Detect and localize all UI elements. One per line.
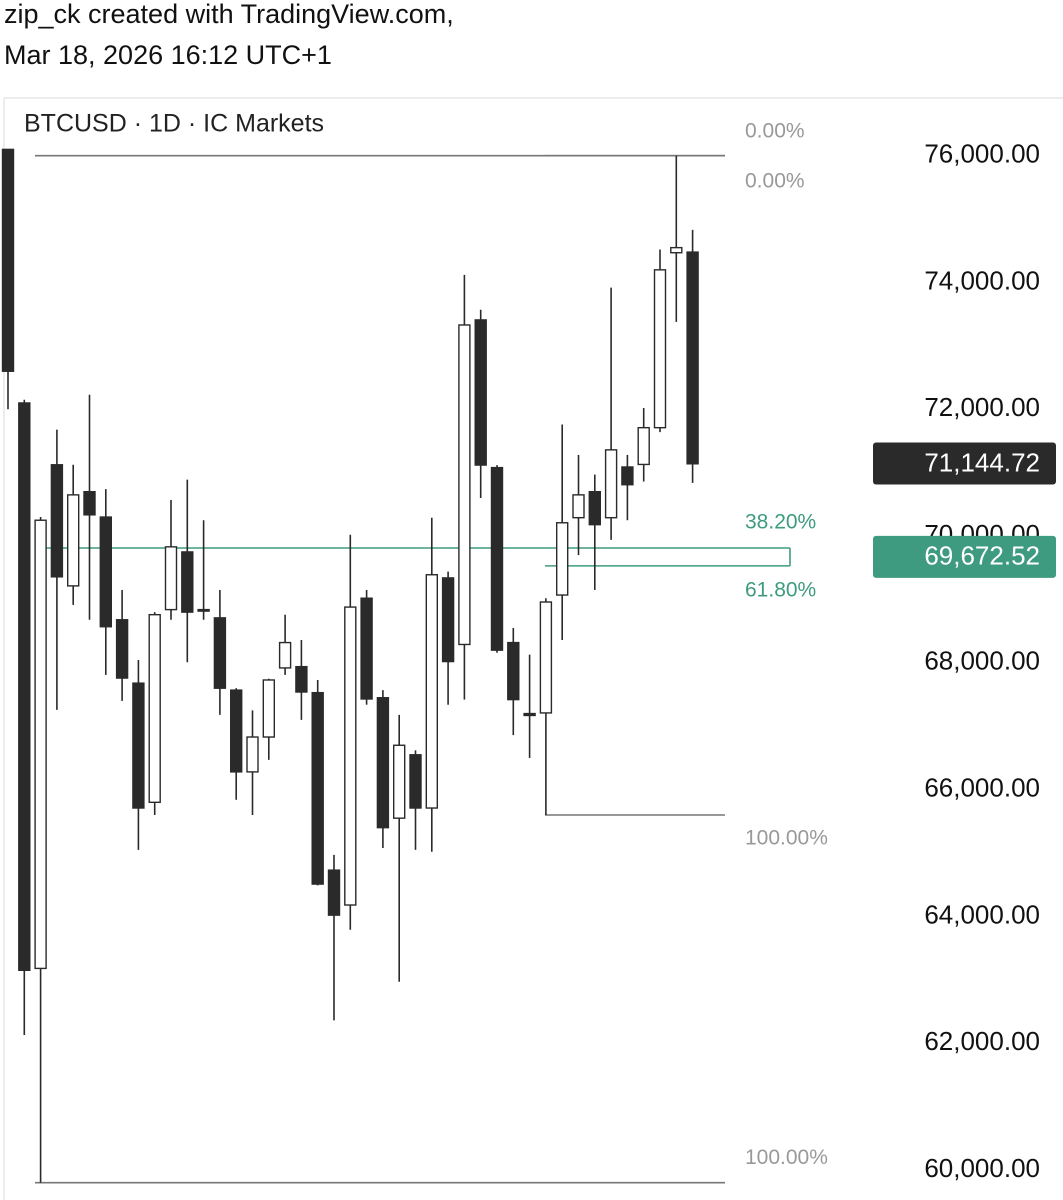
candle-body [344, 606, 357, 906]
candle-body [1, 148, 15, 372]
candle-body [458, 324, 471, 646]
candle-body [99, 516, 113, 628]
y-tick-label: 68,000.00 [924, 646, 1040, 676]
candle-body [327, 869, 341, 916]
candle-body [604, 449, 618, 519]
y-tick-label: 60,000.00 [924, 1153, 1040, 1183]
candle-body [686, 251, 699, 465]
y-tick-label: 64,000.00 [924, 899, 1040, 929]
header-line: zip_ck created with TradingView.com, [4, 0, 454, 29]
candle-body [507, 641, 520, 701]
fib-level-label: 0.00% [745, 119, 805, 142]
candle-body [572, 494, 585, 519]
candle-body [425, 574, 438, 809]
y-tick-label: 76,000.00 [924, 139, 1040, 169]
candle-body [653, 269, 667, 429]
candle-body [34, 519, 47, 970]
candle-body [376, 697, 390, 829]
candle-body [621, 466, 634, 486]
candle-body [556, 522, 569, 596]
header-line: Mar 18, 2026 16:12 UTC+1 [4, 40, 332, 70]
candle-body [441, 577, 455, 663]
candle-body [490, 466, 504, 651]
last-price-label-bg [873, 442, 1056, 485]
last-price-label: 71,144.72 [924, 447, 1040, 477]
candle-body [409, 754, 422, 809]
marked-price-label-bg [873, 535, 1056, 578]
y-tick-label: 62,000.00 [924, 1026, 1040, 1056]
candle-body [132, 682, 145, 809]
candle-body [164, 546, 178, 611]
y-tick-label: 74,000.00 [924, 265, 1040, 295]
candle-body [18, 402, 31, 972]
fib-level-label: 38.20% [745, 511, 816, 534]
candle-body [197, 608, 210, 612]
candle-body [66, 494, 80, 587]
fib-level-label: 100.00% [745, 1146, 828, 1169]
candle-body [278, 641, 292, 669]
fib-level-label: 61.80% [745, 578, 816, 601]
candle-body [148, 613, 161, 804]
fib-level-label: 100.00% [745, 827, 828, 850]
candle-body [523, 712, 536, 717]
candle-body [246, 736, 259, 773]
candle-body [670, 246, 683, 254]
candle-body [262, 679, 275, 738]
candle-body [229, 689, 243, 773]
candle-body [637, 426, 650, 466]
candle-body [474, 319, 487, 466]
candle-body [360, 597, 373, 700]
y-tick-label: 72,000.00 [924, 392, 1040, 422]
candle-body [83, 491, 96, 516]
candle-body [295, 665, 308, 693]
candle-body [115, 619, 129, 679]
candle-body [213, 617, 227, 689]
candle-body [588, 491, 601, 526]
fib-level-label: 0.00% [745, 169, 805, 192]
candle-body [181, 551, 194, 613]
y-tick-label: 66,000.00 [924, 773, 1040, 803]
candle-body [393, 744, 406, 819]
candle-body [311, 691, 324, 885]
candle-body [539, 601, 553, 714]
candle-body [50, 464, 64, 578]
chart-title: BTCUSD · 1D · IC Markets [24, 110, 324, 138]
marked-price-label: 69,672.52 [924, 541, 1040, 571]
